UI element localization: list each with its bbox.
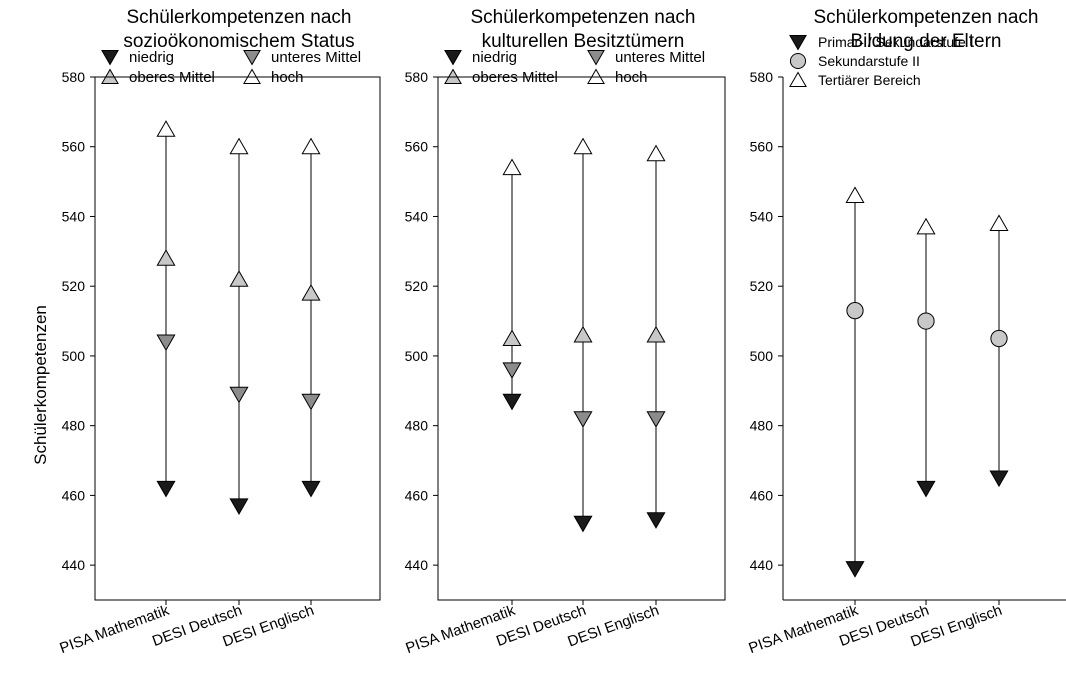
plot-frame bbox=[94, 76, 381, 601]
legend-marker bbox=[444, 50, 462, 66]
legend-marker bbox=[101, 68, 119, 84]
y-tick-label: 540 bbox=[750, 208, 774, 224]
legend-label: niedrig bbox=[472, 49, 517, 66]
data-point bbox=[917, 312, 935, 330]
legend-marker bbox=[444, 68, 462, 84]
data-point bbox=[229, 270, 249, 287]
data-point bbox=[156, 480, 176, 498]
data-point bbox=[845, 186, 865, 204]
data-point bbox=[845, 561, 865, 578]
data-point bbox=[989, 470, 1009, 488]
legend-marker bbox=[789, 35, 807, 51]
y-tick-label: 440 bbox=[405, 557, 429, 573]
y-tick-label: 500 bbox=[750, 348, 774, 364]
data-point bbox=[573, 411, 593, 428]
data-point bbox=[301, 480, 321, 498]
legend-label: unteres Mittel bbox=[615, 49, 705, 66]
y-tick-label: 560 bbox=[750, 139, 774, 155]
y-tick-label: 480 bbox=[62, 418, 86, 434]
chart-title-line: Schülerkompetenzen nach bbox=[814, 7, 1039, 28]
data-point bbox=[301, 137, 321, 155]
data-point bbox=[301, 284, 321, 301]
y-tick-label: 540 bbox=[62, 208, 86, 224]
y-tick-label: 560 bbox=[405, 139, 429, 155]
y-tick-label: 460 bbox=[62, 487, 86, 503]
legend-label: unteres Mittel bbox=[271, 49, 361, 66]
data-point bbox=[156, 120, 176, 137]
chart-panel-1: Schülerkompetenzen nach sozioökonomischem… bbox=[57, 7, 381, 657]
data-point bbox=[229, 386, 249, 404]
y-tick-label: 500 bbox=[405, 348, 429, 364]
chart-title-line: Schülerkompetenzen nach bbox=[471, 7, 696, 28]
y-tick-label: 480 bbox=[405, 418, 429, 434]
data-point bbox=[573, 137, 593, 155]
data-point bbox=[502, 158, 522, 176]
data-point bbox=[156, 334, 176, 352]
data-point bbox=[502, 393, 522, 411]
chart-panel-3: Schülerkompetenzen nach Bildung der Elter… bbox=[746, 7, 1066, 657]
legend-label: niedrig bbox=[129, 49, 174, 66]
data-point bbox=[646, 411, 666, 428]
y-tick-label: 500 bbox=[62, 348, 86, 364]
y-axis-label: Schülerkompetenzen bbox=[31, 305, 50, 465]
y-tick-label: 540 bbox=[405, 208, 429, 224]
y-tick-label: 560 bbox=[62, 139, 86, 155]
data-point bbox=[502, 329, 522, 346]
y-tick-label: 440 bbox=[750, 557, 774, 573]
y-tick-label: 520 bbox=[405, 278, 429, 294]
legend-label: Sekundarstufe II bbox=[818, 53, 920, 69]
data-point bbox=[229, 137, 249, 155]
data-point bbox=[502, 362, 522, 380]
y-tick-label: 580 bbox=[750, 69, 774, 85]
data-point bbox=[646, 512, 666, 529]
y-tick-label: 480 bbox=[750, 418, 774, 434]
chart-title-line: sozioökonomischem Status bbox=[123, 31, 354, 52]
y-tick-label: 520 bbox=[750, 278, 774, 294]
y-tick-label: 440 bbox=[62, 557, 86, 573]
data-point bbox=[989, 214, 1009, 231]
data-point bbox=[156, 249, 176, 266]
chart-panel-2: Schülerkompetenzen nach kulturellen Besit… bbox=[403, 7, 726, 657]
y-tick-label: 520 bbox=[62, 278, 86, 294]
chart-title-line: kulturellen Besitztümern bbox=[482, 31, 685, 52]
data-point bbox=[990, 329, 1008, 348]
plot-frame bbox=[437, 76, 726, 601]
chart-title-line: Bildung der Eltern bbox=[850, 31, 1001, 52]
legend-marker bbox=[101, 50, 119, 66]
legend-label: Primar- / Sekundarstufe I bbox=[818, 34, 974, 50]
data-point bbox=[229, 498, 249, 515]
legend-marker bbox=[243, 68, 261, 84]
chart-title-line: Schülerkompetenzen nach bbox=[127, 7, 352, 28]
legend-marker bbox=[243, 50, 261, 66]
data-point bbox=[916, 217, 936, 235]
y-tick-label: 460 bbox=[750, 487, 774, 503]
legend-marker bbox=[789, 71, 807, 87]
legend-marker bbox=[587, 50, 605, 66]
legend-marker bbox=[789, 52, 807, 70]
data-point bbox=[573, 515, 593, 533]
data-point bbox=[916, 480, 936, 498]
legend-marker bbox=[587, 68, 605, 84]
data-point bbox=[646, 144, 666, 162]
panels: Schülerkompetenzen nach sozioökonomischem… bbox=[57, 7, 1066, 657]
data-point bbox=[573, 325, 593, 343]
data-point bbox=[646, 325, 666, 343]
y-tick-label: 460 bbox=[405, 487, 429, 503]
data-point bbox=[846, 301, 864, 320]
y-tick-label: 580 bbox=[405, 69, 429, 85]
y-tick-label: 580 bbox=[62, 69, 86, 85]
legend-label: Tertiärer Bereich bbox=[818, 72, 921, 88]
data-point bbox=[301, 393, 321, 411]
